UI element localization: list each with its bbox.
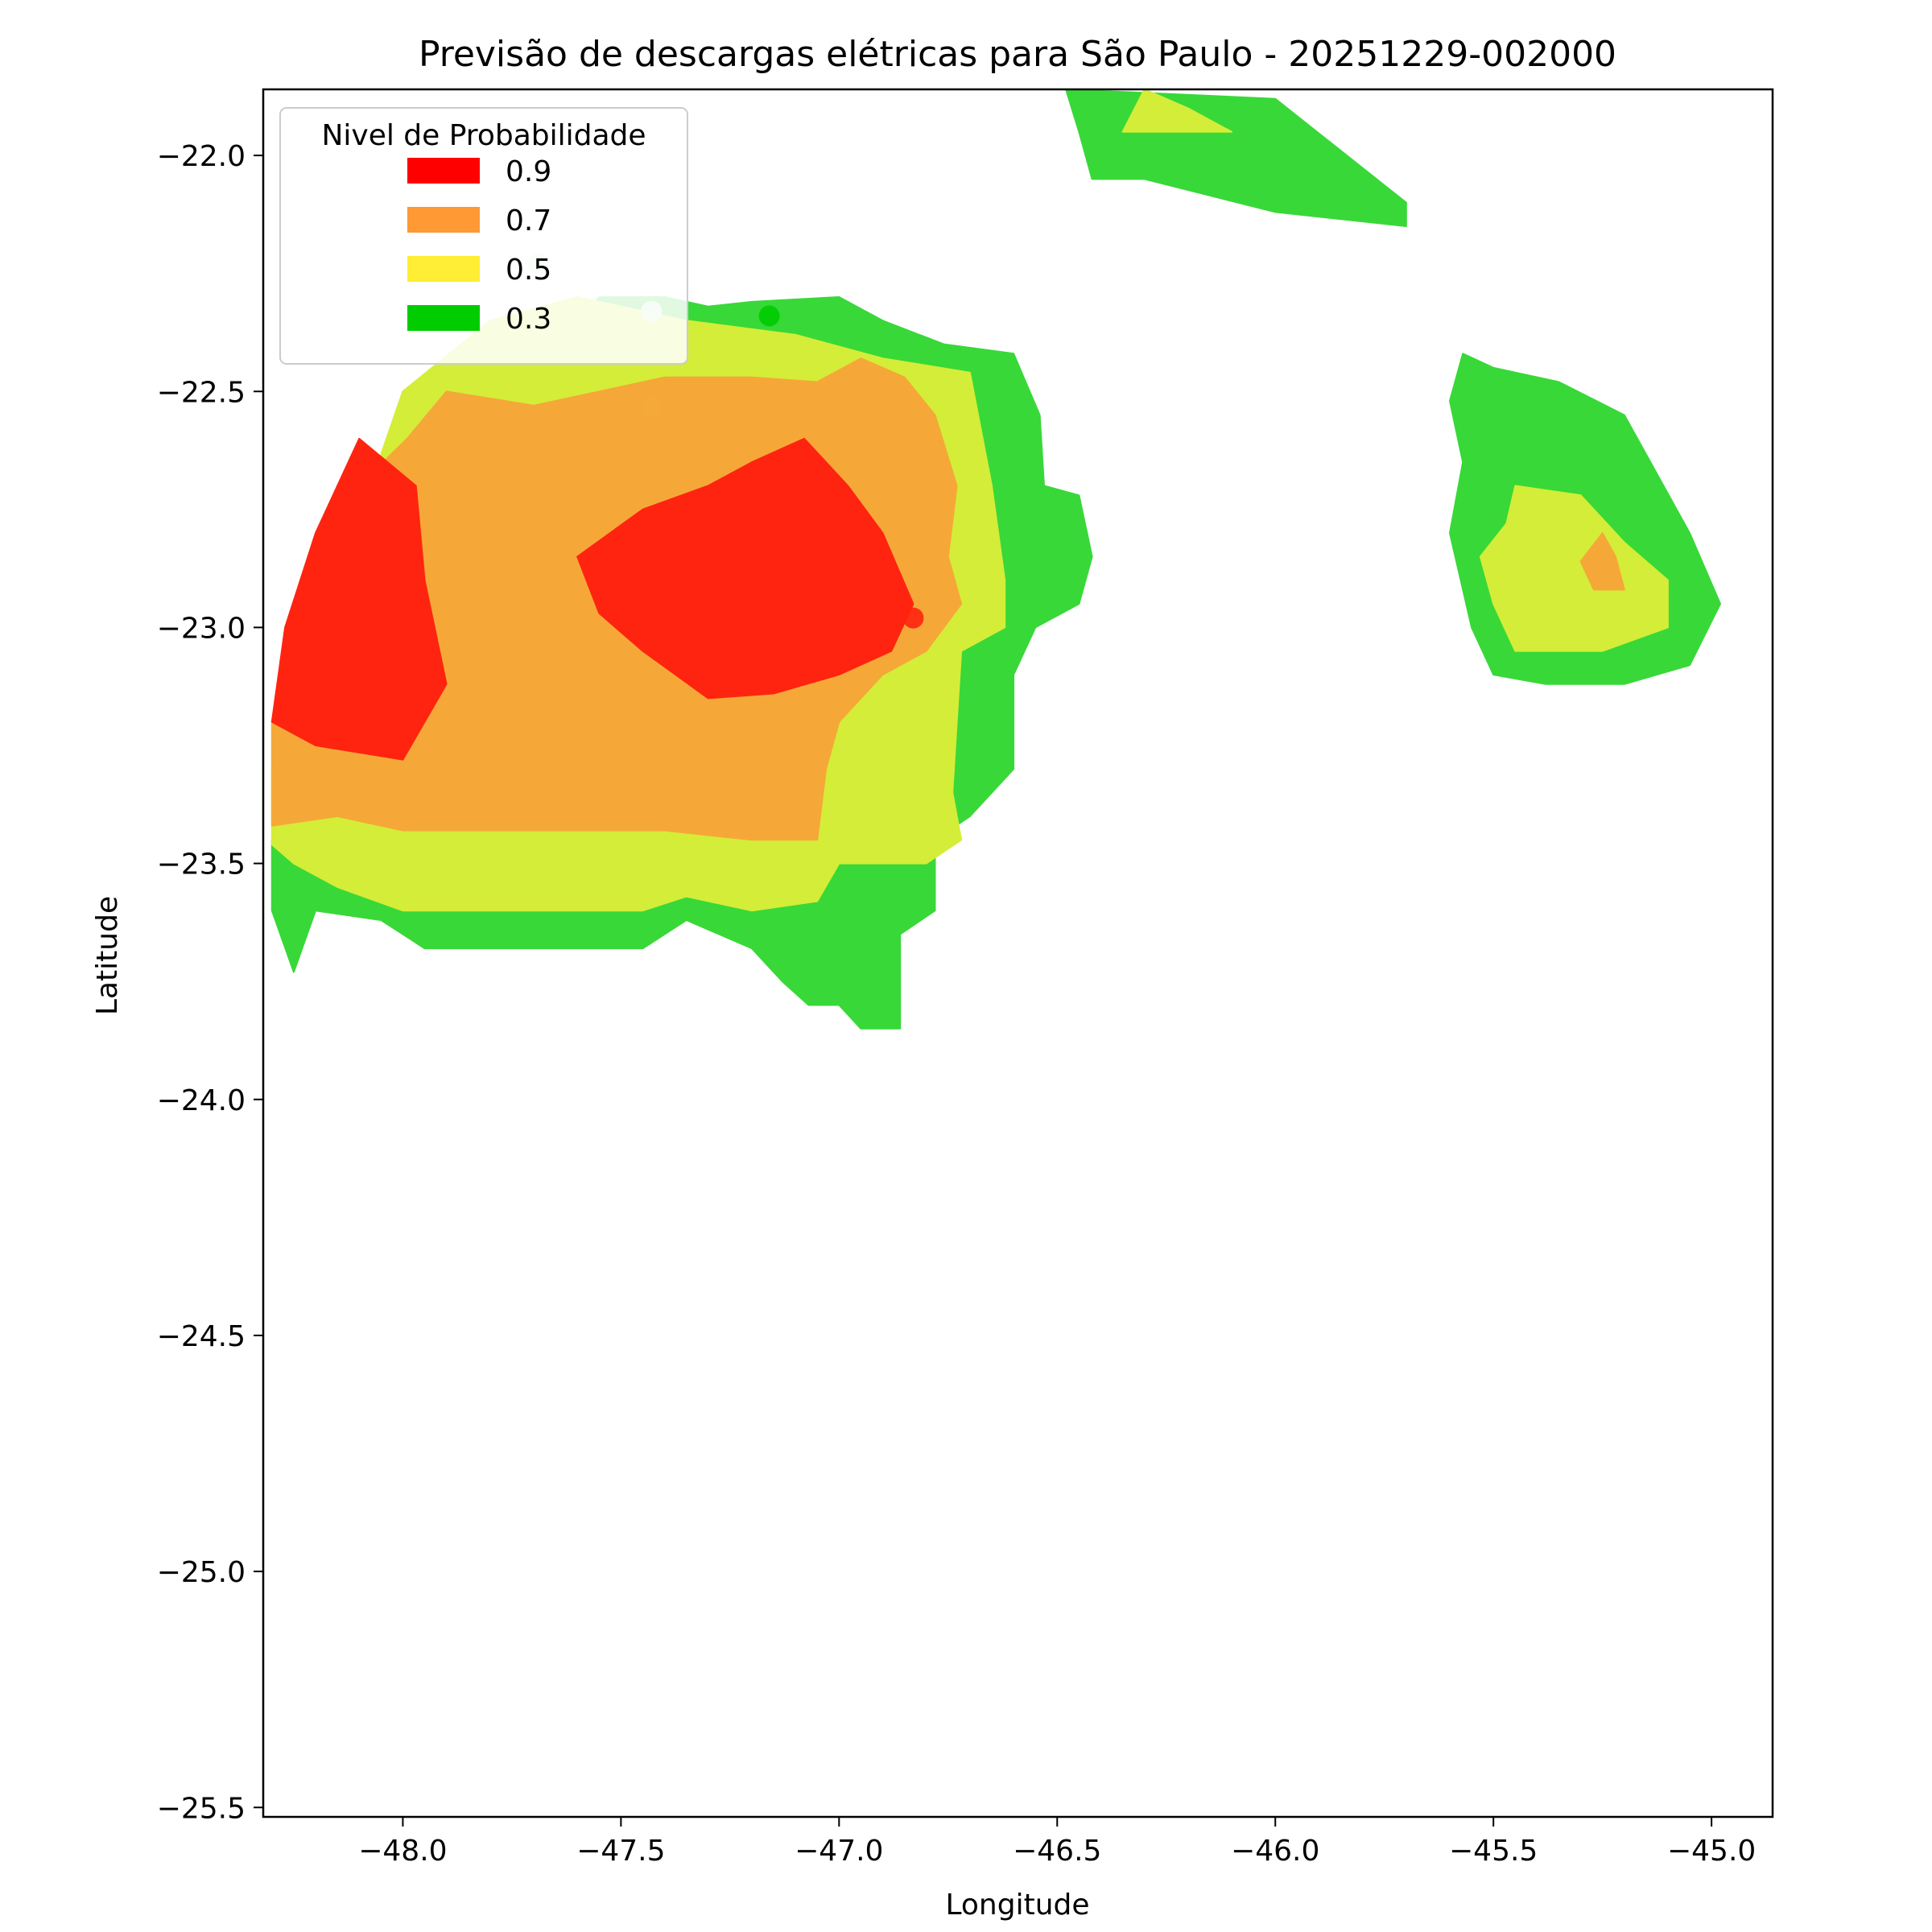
plot-area (270, 89, 1721, 1030)
y-tick-label: −25.5 (157, 1792, 246, 1825)
y-axis-label: Latitude (91, 896, 124, 1015)
y-tick-label: −23.0 (157, 612, 246, 645)
plot-frame (262, 88, 1774, 1818)
legend-label-07: 0.7 (506, 204, 551, 237)
probability-region-07-1 (1579, 532, 1625, 591)
x-tick-label: −47.0 (795, 1835, 883, 1868)
x-tick-label: −47.5 (576, 1835, 665, 1868)
y-axis-ticks: −22.0 −22.5 −23.0 −23.5 −24.0 −24.5 −25.0 −25.5 (157, 140, 263, 1825)
legend-label-09: 0.9 (506, 155, 551, 188)
x-tick-label: −45.5 (1449, 1835, 1538, 1868)
data-point-3 (641, 394, 663, 416)
y-tick-label: −25.0 (157, 1556, 246, 1589)
probability-region-03-1 (1065, 89, 1407, 227)
y-tick-label: −22.5 (157, 376, 246, 409)
y-tick-label: −24.5 (157, 1320, 246, 1353)
y-tick-label: −23.5 (157, 848, 246, 881)
legend: Nivel de Probabilidade 0.9 0.7 0.5 0.3 (279, 107, 688, 365)
x-tick-label: −46.0 (1231, 1835, 1319, 1868)
legend-label-05: 0.5 (506, 254, 551, 287)
chart-title: Previsão de descargas elétricas para São… (419, 34, 1616, 75)
legend-swatch-05 (407, 256, 480, 282)
legend-swatch-07 (407, 207, 480, 233)
data-point-2 (758, 305, 780, 327)
data-point-4 (902, 607, 924, 629)
y-tick-label: −24.0 (157, 1084, 246, 1117)
x-tick-label: −48.0 (358, 1835, 447, 1868)
legend-title: Nivel de Probabilidade (321, 119, 646, 152)
x-axis-ticks: −48.0 −47.5 −47.0 −46.5 −46.0 −45.5 −45.0 (358, 1817, 1756, 1868)
legend-label-03: 0.3 (506, 303, 551, 336)
probability-region-09-0 (576, 437, 914, 700)
y-tick-label: −22.0 (157, 140, 246, 173)
legend-swatch-03 (407, 305, 480, 331)
legend-box (279, 107, 688, 365)
probability-region-05-1 (1121, 89, 1232, 133)
x-axis-label: Longitude (945, 1889, 1089, 1922)
x-tick-label: −46.5 (1013, 1835, 1101, 1868)
x-tick-label: −45.0 (1667, 1835, 1756, 1868)
probability-region-05-2 (1479, 485, 1669, 652)
legend-swatch-09 (407, 158, 480, 184)
probability-region-09-1 (270, 437, 448, 761)
